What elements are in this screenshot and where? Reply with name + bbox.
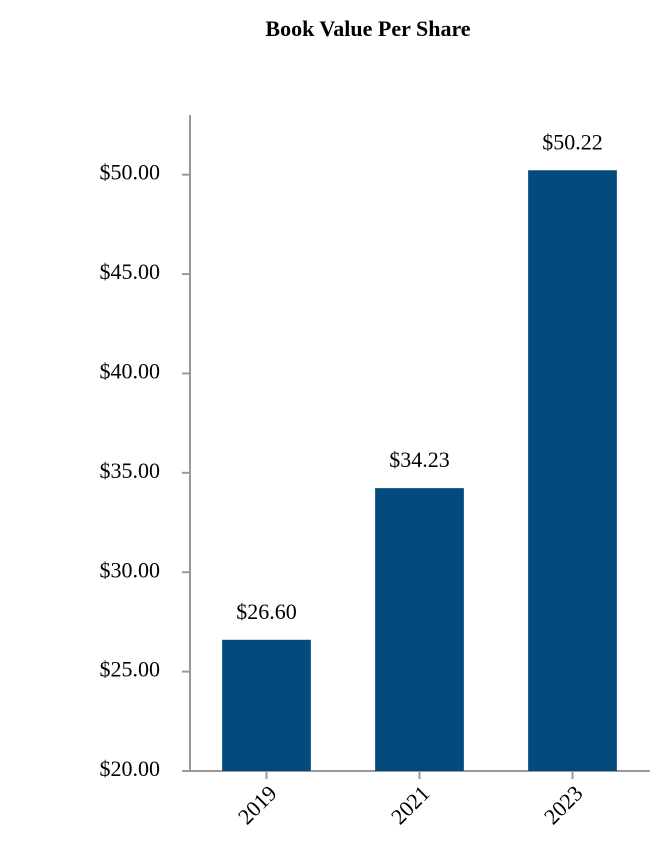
bar <box>375 488 464 771</box>
bar <box>222 639 311 771</box>
y-tick-label: $35.00 <box>100 458 161 483</box>
y-tick-label: $45.00 <box>100 259 161 284</box>
y-tick-label: $40.00 <box>100 358 161 383</box>
value-label: $26.60 <box>236 599 297 624</box>
value-label: $50.22 <box>542 129 603 154</box>
x-tick-label: 2021 <box>386 780 435 829</box>
x-tick-label: 2019 <box>233 780 282 829</box>
y-tick-label: $20.00 <box>100 756 161 781</box>
y-tick-label: $50.00 <box>100 160 161 185</box>
bar <box>528 170 617 771</box>
value-label: $34.23 <box>389 447 450 472</box>
chart-title: Book Value Per Share <box>265 16 470 41</box>
y-tick-label: $30.00 <box>100 557 161 582</box>
y-tick-label: $25.00 <box>100 657 161 682</box>
x-tick-label: 2023 <box>539 780 588 829</box>
